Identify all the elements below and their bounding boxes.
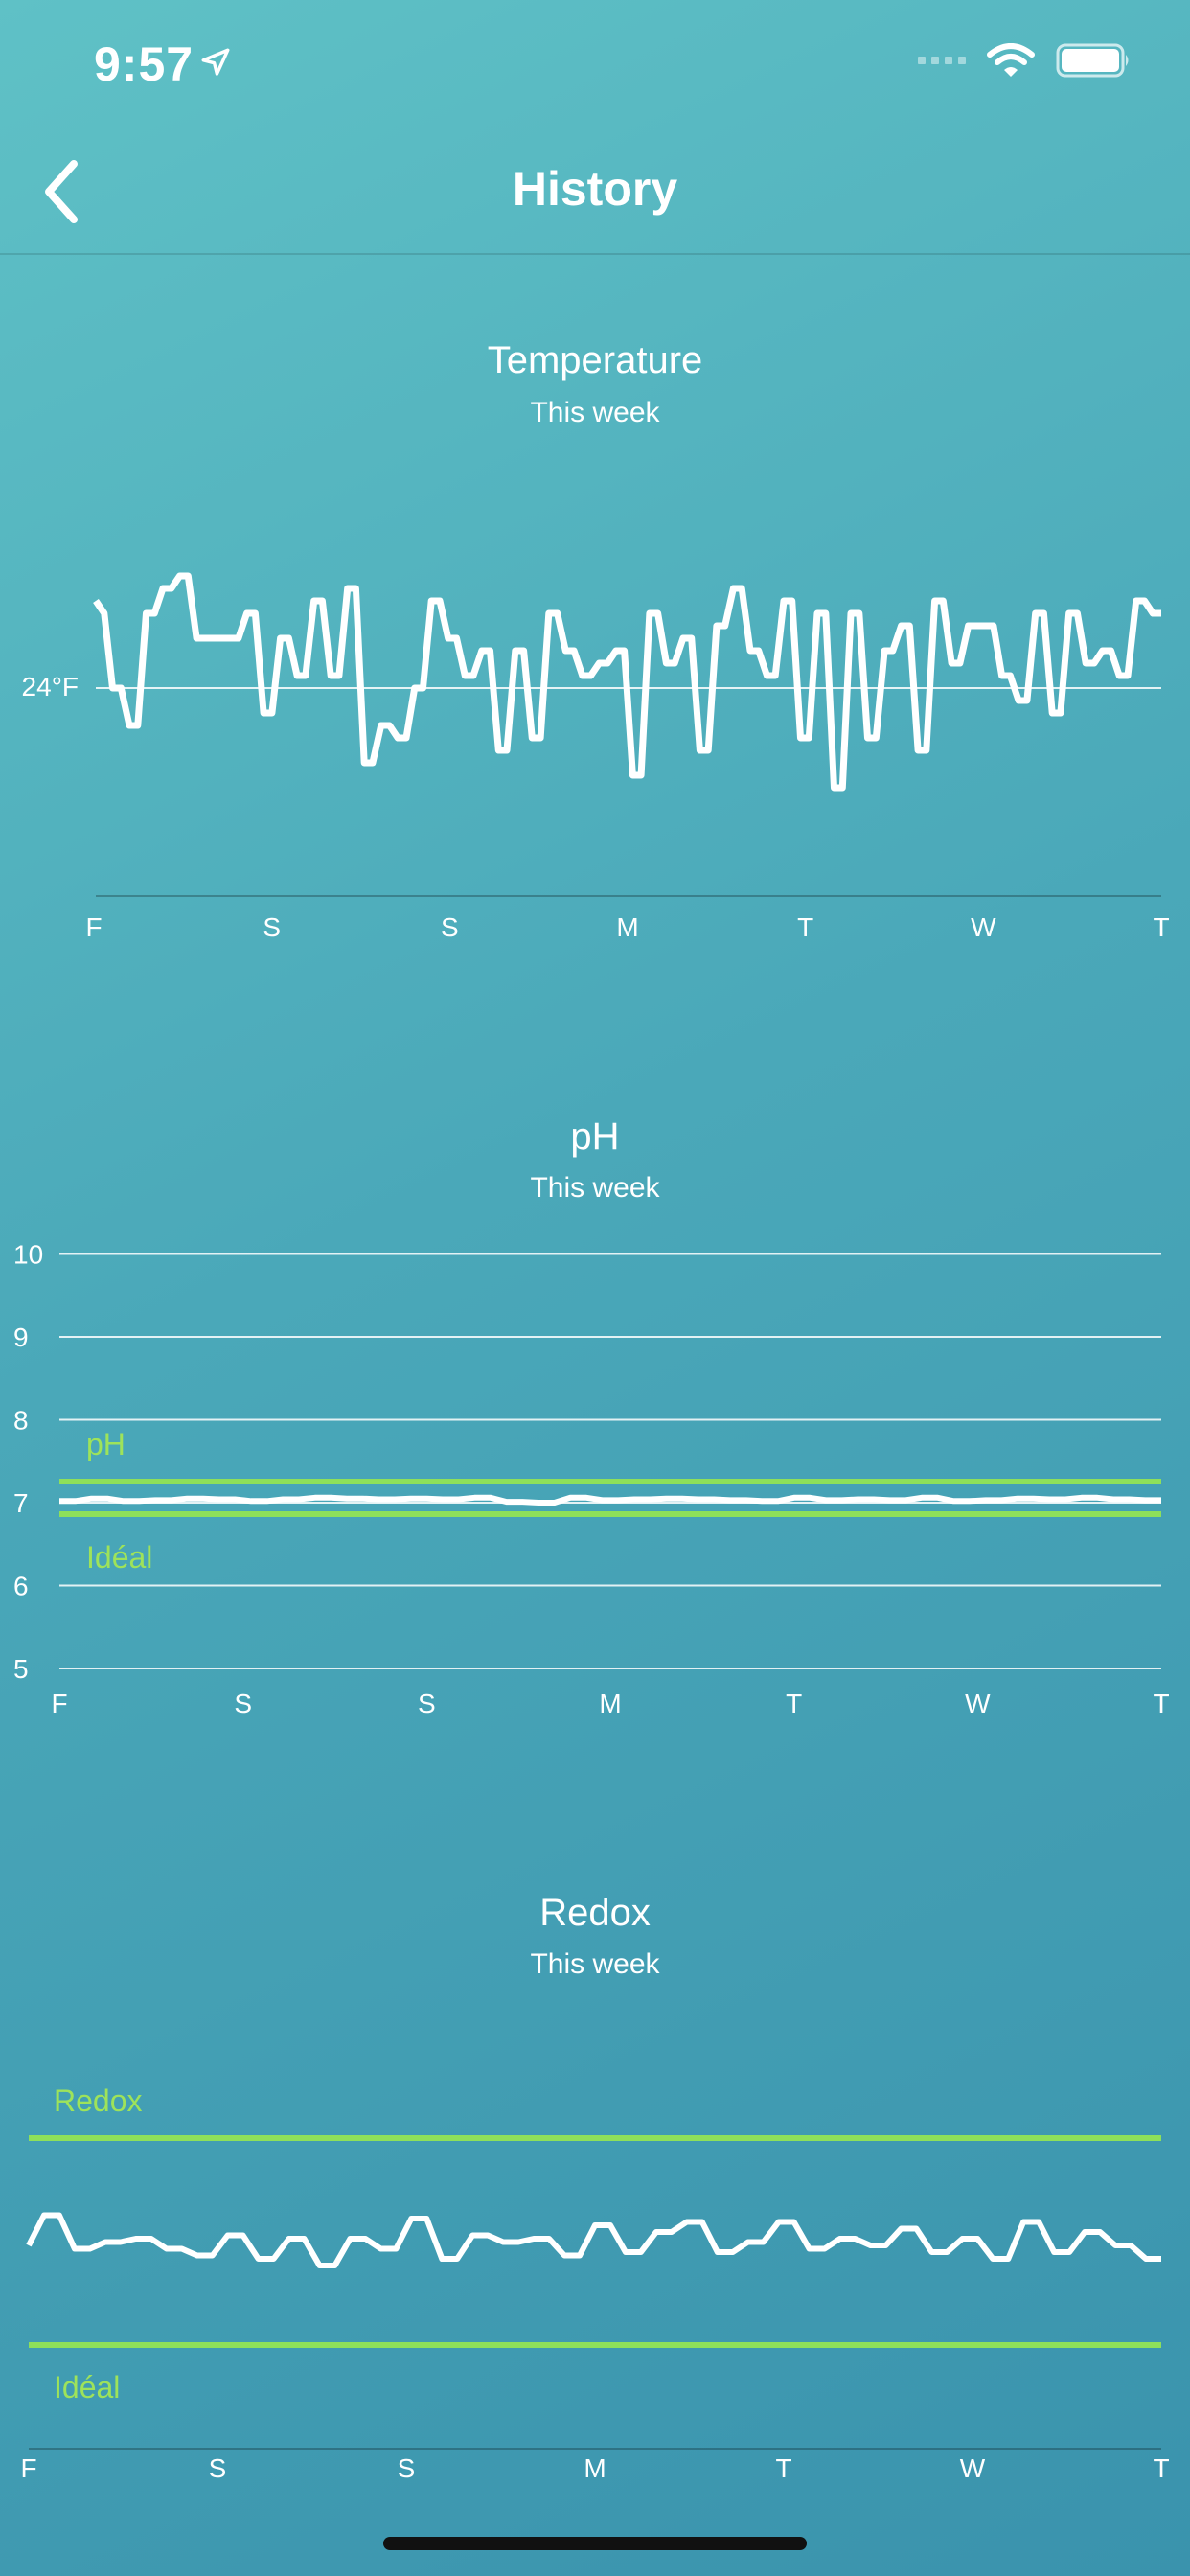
redox-x-label-4: T (775, 2453, 791, 2483)
ph-series-line (59, 1494, 1161, 1506)
ph-x-label-2: S (418, 1689, 436, 1718)
status-icons (918, 42, 1133, 79)
ph-x-label-4: T (786, 1689, 802, 1718)
ph-y-tick-8: 8 (13, 1406, 29, 1436)
temperature-x-label-0: F (85, 912, 102, 942)
ph-x-label-5: W (965, 1689, 991, 1718)
location-arrow-icon (201, 48, 230, 76)
signal-icon (918, 57, 966, 64)
ph-title: pH (570, 1116, 620, 1158)
navigation-bar: History (0, 144, 1190, 255)
redox-series-line (26, 2212, 1161, 2268)
temperature-x-label-6: T (1153, 912, 1169, 942)
ph-x-label-0: F (51, 1689, 67, 1718)
temperature-series-line (93, 572, 1161, 792)
ph-ideal-bottom-label: Idéal (86, 1540, 152, 1575)
redox-x-label-2: S (398, 2453, 416, 2483)
ph-x-label-3: M (599, 1689, 621, 1718)
home-indicator[interactable] (383, 2537, 807, 2550)
ph-y-tick-10: 10 (13, 1240, 43, 1270)
page-title: History (512, 162, 678, 216)
ph-y-tick-5: 5 (13, 1654, 29, 1684)
redox-chart: Redox Idéal F S S M T W T (20, 2083, 1169, 2483)
redox-x-label-6: T (1153, 2453, 1169, 2483)
redox-x-label-0: F (20, 2453, 36, 2483)
temperature-ref-label: 24°F (22, 672, 79, 702)
temperature-subtitle: This week (530, 397, 660, 428)
ph-gridlines: 10 9 8 7 6 5 (13, 1240, 1161, 1684)
temperature-x-label-3: M (616, 912, 638, 942)
ph-y-tick-7: 7 (13, 1488, 29, 1518)
ph-ideal-top-label: pH (86, 1427, 126, 1461)
ph-subtitle: This week (530, 1172, 660, 1204)
chevron-left-icon (45, 160, 78, 223)
redox-title: Redox (539, 1892, 651, 1934)
redox-ideal-bottom-label: Idéal (54, 2370, 120, 2404)
redox-x-label-1: S (209, 2453, 227, 2483)
ph-y-tick-6: 6 (13, 1572, 29, 1601)
temperature-chart: 24°F F S S M T W T (22, 572, 1170, 942)
redox-x-label-3: M (584, 2453, 606, 2483)
redox-x-label-5: W (960, 2453, 986, 2483)
temperature-title: Temperature (487, 339, 703, 381)
ph-chart: 10 9 8 7 6 5 pH Idéal F S S M T W T (13, 1240, 1170, 1719)
ph-x-label-6: T (1153, 1689, 1169, 1718)
temperature-x-label-5: W (971, 912, 996, 942)
temperature-x-label-4: T (797, 912, 813, 942)
ph-x-label-1: S (234, 1689, 252, 1718)
back-button[interactable] (27, 153, 94, 230)
redox-ideal-top-label: Redox (54, 2083, 143, 2118)
temperature-x-label-1: S (263, 912, 281, 942)
battery-icon (1056, 43, 1129, 78)
status-time: 9:57 (94, 37, 195, 91)
wifi-icon (987, 43, 1035, 77)
temperature-x-label-2: S (441, 912, 459, 942)
redox-subtitle: This week (530, 1948, 660, 1980)
ph-y-tick-9: 9 (13, 1322, 29, 1352)
